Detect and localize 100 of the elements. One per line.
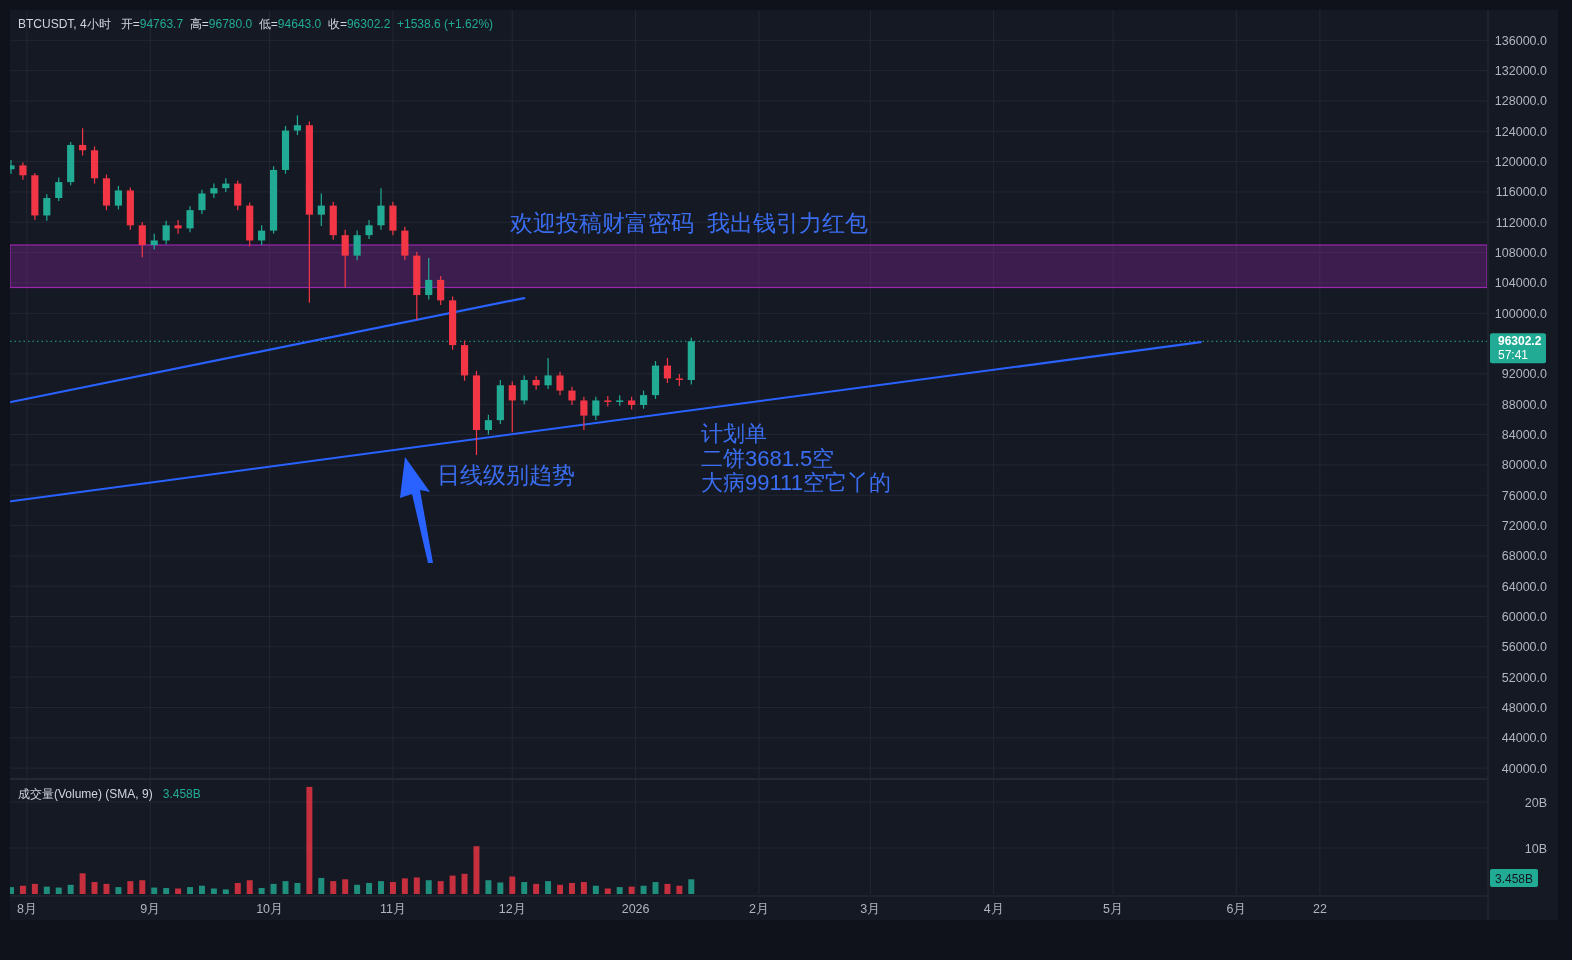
bar [676, 885, 683, 894]
bar [366, 882, 373, 894]
bar [545, 881, 552, 894]
y-tick-label: 72000.0 [1501, 519, 1548, 534]
bar [389, 882, 396, 894]
bar [163, 888, 170, 894]
y-tick-label: 40000.0 [1501, 761, 1548, 776]
y-tick-label: 44000.0 [1501, 731, 1548, 746]
bar [342, 879, 349, 894]
ref-line-label: 96302.2 [1498, 334, 1542, 349]
bar [437, 881, 444, 894]
y-tick-label: 80000.0 [1501, 458, 1548, 473]
bar [246, 880, 253, 894]
bar [234, 882, 241, 894]
bar [509, 876, 516, 894]
bar [222, 889, 229, 894]
bar [198, 885, 205, 894]
y-tick-label: 136000.0 [1494, 33, 1548, 48]
bar [378, 881, 384, 894]
bar [19, 885, 26, 894]
y-tick-label: 120000.0 [1494, 155, 1548, 170]
y-tick-label: 64000.0 [1501, 579, 1548, 594]
y-tick-label: 10B [1524, 841, 1547, 856]
text: BTCUSDT, 4小时 [18, 17, 111, 31]
bar [580, 882, 587, 894]
y-tick-label: 88000.0 [1501, 397, 1548, 412]
bar [55, 887, 62, 894]
bar [43, 886, 50, 894]
bar [640, 885, 647, 894]
y-tick-label: 60000.0 [1501, 610, 1548, 625]
bar [31, 883, 38, 894]
bar [616, 887, 623, 894]
bar [318, 877, 325, 894]
x-tick-label: 8月 [16, 902, 37, 916]
bar [497, 882, 504, 894]
y-tick-label: 68000.0 [1501, 549, 1548, 564]
x-tick-label: 10月 [256, 902, 284, 916]
text: 57:41 [1498, 348, 1529, 363]
bar [103, 883, 110, 894]
x-tick-label: 3月 [860, 902, 881, 916]
x-tick-label: 5月 [1103, 902, 1123, 916]
bar [115, 887, 122, 894]
y-tick-label: 20B [1524, 795, 1547, 810]
y-tick-label: 52000.0 [1501, 670, 1548, 685]
y-tick-label: 84000.0 [1501, 428, 1548, 443]
y-tick-label: 128000.0 [1494, 94, 1548, 109]
y-tick-label: 124000.0 [1494, 124, 1548, 139]
y-tick-label: 56000.0 [1501, 640, 1548, 655]
bar [485, 880, 492, 894]
y-tick-label: 48000.0 [1501, 700, 1548, 715]
bar [139, 880, 146, 894]
bar [127, 881, 134, 894]
y-tick-label: 100000.0 [1494, 306, 1548, 321]
annotation: 计划单 [701, 421, 767, 446]
bar [604, 888, 611, 894]
x-tick-label: 6月 [1226, 902, 1247, 916]
x-tick-label: 2月 [748, 902, 769, 916]
bar [91, 882, 98, 894]
x-tick-label: 11月 [379, 902, 406, 916]
annotation: 日线级别趋势 [437, 462, 575, 488]
bar [330, 881, 337, 894]
bar [425, 880, 432, 894]
bar [175, 888, 182, 894]
x-tick-label: 4月 [983, 902, 1004, 916]
bar [592, 885, 599, 894]
bar [664, 883, 671, 894]
x-tick-label: 2026 [621, 902, 650, 916]
annotation: 欢迎投稿财富密码 我出钱引力红包 [510, 210, 868, 236]
annotation: 二饼3681.5空 [701, 445, 835, 471]
bar [557, 884, 563, 894]
bar [67, 884, 74, 894]
bar [413, 877, 420, 894]
text: 3.458B [162, 787, 201, 801]
bar [354, 884, 361, 894]
bar [294, 882, 301, 894]
text: 开=94763.7 高=96780.0 低=94643.0 收=96302.2 +1538.6 (+1.62%) [120, 17, 494, 31]
bar [473, 846, 480, 894]
x-tick-label: 12月 [498, 902, 526, 916]
bar [521, 882, 528, 894]
bar [210, 888, 217, 894]
bar [79, 873, 86, 894]
bar [568, 882, 575, 894]
bar [187, 887, 194, 894]
bar [688, 879, 695, 894]
bar [151, 887, 158, 894]
y-tick-label: 116000.0 [1495, 185, 1548, 200]
y-tick-label: 104000.0 [1494, 276, 1548, 291]
bar [401, 878, 408, 894]
x-tick-label: 22 [1312, 902, 1327, 916]
y-tick-label: 108000.0 [1494, 246, 1548, 261]
x-tick-label: 9月 [140, 902, 161, 916]
bar [461, 873, 468, 894]
bar [258, 888, 265, 894]
y-tick-label: 132000.0 [1494, 64, 1548, 79]
bar [449, 875, 456, 894]
annotation: 大病99111空它丫的 [701, 470, 891, 495]
bar [628, 886, 635, 894]
bar [270, 883, 277, 894]
text: 成交量(Volume) (SMA, 9) [18, 787, 153, 801]
text: 3.458B [1494, 871, 1534, 886]
